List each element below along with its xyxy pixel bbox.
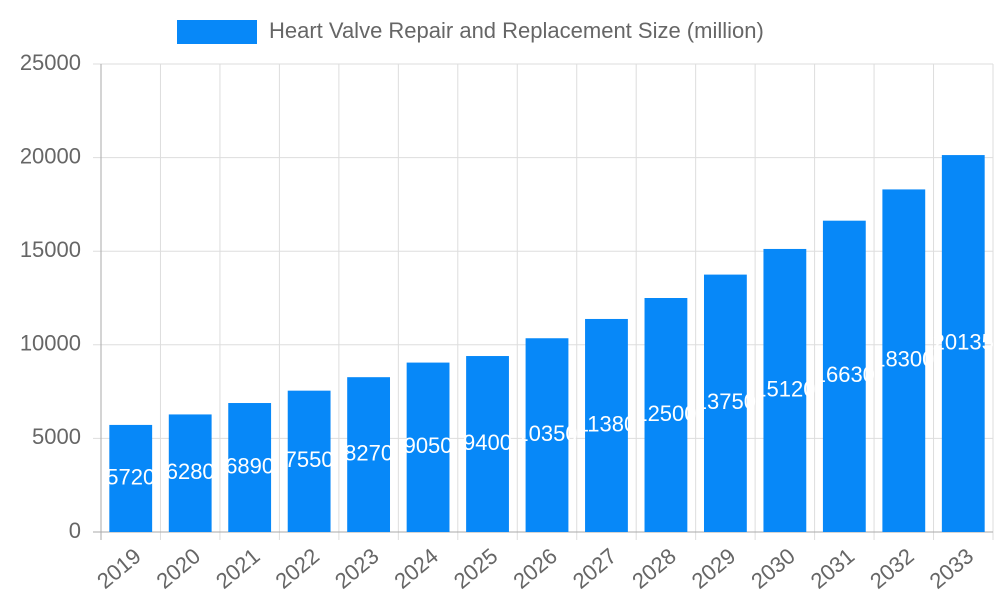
- x-tick-label: 2033: [925, 543, 979, 594]
- value-label: 11380: [577, 411, 637, 436]
- x-tick-label: 2020: [152, 543, 206, 594]
- bar: [228, 403, 272, 532]
- bar: [941, 155, 985, 532]
- bar: [703, 274, 747, 532]
- x-tick-label: 2028: [627, 543, 681, 594]
- bar: [822, 220, 866, 532]
- bar: [763, 248, 807, 532]
- value-label: 12500: [635, 401, 696, 426]
- y-tick-label: 5000: [32, 424, 81, 449]
- legend-swatch: [177, 20, 257, 44]
- bar: [585, 318, 628, 532]
- value-label: 9400: [463, 430, 512, 455]
- y-tick-label: 20000: [20, 143, 81, 168]
- y-tick-label: 25000: [20, 50, 81, 75]
- x-tick-label: 2026: [508, 543, 562, 594]
- y-tick-label: 10000: [20, 331, 81, 356]
- value-label: 7550: [285, 447, 334, 472]
- value-label: 9050: [404, 433, 453, 458]
- x-tick-label: 2023: [330, 543, 384, 594]
- value-label: 20135: [933, 329, 994, 354]
- bar: [525, 338, 569, 532]
- x-tick-label: 2032: [865, 543, 919, 594]
- x-tick-label: 2019: [92, 543, 146, 594]
- x-tick-label: 2029: [687, 543, 741, 594]
- value-label: 5720: [106, 464, 155, 489]
- bar: [406, 362, 450, 532]
- bar: [168, 414, 212, 532]
- bar: [287, 390, 331, 532]
- x-tick-label: 2025: [449, 543, 503, 594]
- bar: [466, 356, 509, 532]
- x-tick-label: 2021: [211, 543, 265, 594]
- value-label: 13750: [695, 389, 756, 414]
- value-label: 15120: [754, 376, 815, 401]
- value-label: 18300: [873, 347, 934, 372]
- value-label: 6890: [225, 453, 274, 478]
- x-tick-label: 2022: [271, 543, 325, 594]
- value-label: 6280: [166, 459, 215, 484]
- x-tick-label: 2027: [568, 543, 622, 594]
- value-label: 8270: [344, 440, 393, 465]
- x-tick-label: 2030: [746, 543, 800, 594]
- x-tick-label: 2031: [806, 543, 860, 594]
- bar: [644, 298, 688, 532]
- bar: [109, 424, 153, 532]
- legend-label: Heart Valve Repair and Replacement Size …: [269, 18, 764, 43]
- x-tick-label: 2024: [389, 543, 443, 594]
- value-label: 10350: [516, 421, 577, 446]
- y-tick-label: 15000: [20, 237, 81, 262]
- value-label: 16630: [814, 362, 875, 387]
- y-tick-label: 0: [69, 518, 81, 543]
- bar: [347, 377, 391, 532]
- bar: [882, 189, 926, 532]
